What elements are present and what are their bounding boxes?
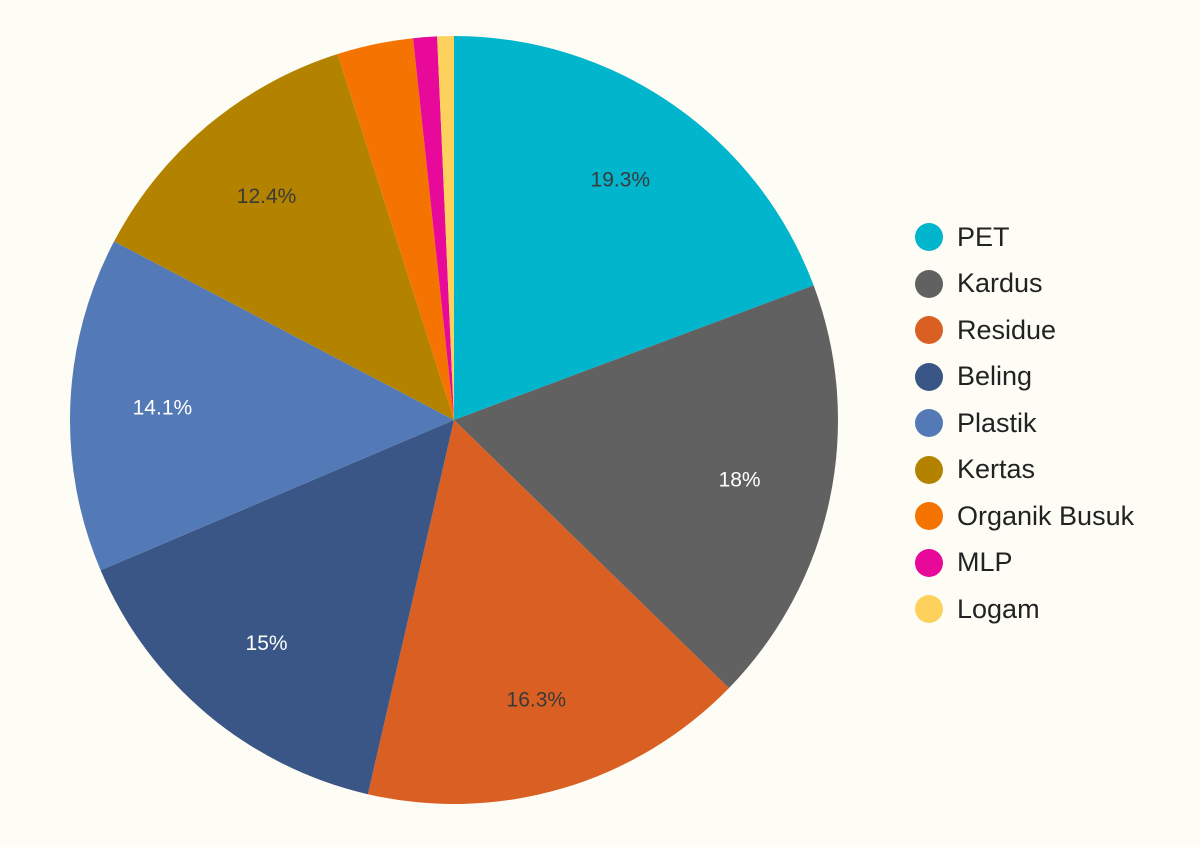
slice-data-label: 18% <box>719 469 761 492</box>
legend-label: MLP <box>957 547 1013 578</box>
legend-label: Kertas <box>957 454 1036 485</box>
legend-item: Plastik <box>915 400 1134 447</box>
pie-slice-kertas <box>114 54 455 420</box>
legend-item: Organik Busuk <box>915 493 1134 540</box>
legend-label: PET <box>957 221 1010 252</box>
pie-slice-logam <box>437 36 454 420</box>
legend-swatch <box>915 269 943 298</box>
legend-label: Organik Busuk <box>957 500 1135 531</box>
slice-data-label: 14.1% <box>133 397 193 420</box>
slice-data-label: 16.3% <box>507 688 567 711</box>
pie-slice-beling <box>100 420 454 795</box>
legend-swatch <box>915 502 943 531</box>
legend-swatch <box>915 316 943 345</box>
legend-item: Residue <box>915 307 1134 354</box>
legend-item: Kertas <box>915 447 1134 494</box>
legend-item: Logam <box>915 586 1134 633</box>
pie-slice-organik-busuk <box>337 38 454 420</box>
legend-item: MLP <box>915 540 1134 587</box>
slice-data-label: 15% <box>246 632 288 655</box>
pie-slice-kardus <box>454 285 838 689</box>
legend-label: Beling <box>957 361 1033 392</box>
legend-swatch <box>915 595 943 624</box>
legend-label: Kardus <box>957 268 1043 299</box>
legend-swatch <box>915 362 943 391</box>
pie-slice-mlp <box>413 36 454 421</box>
legend-swatch <box>915 548 943 577</box>
legend-swatch <box>915 223 943 252</box>
slice-data-label: 19.3% <box>591 169 651 192</box>
legend-swatch <box>915 409 943 438</box>
legend-item: PET <box>915 214 1134 261</box>
pie-slice-plastik <box>69 241 454 571</box>
pie-slice-residue <box>367 420 729 804</box>
legend: PET Kardus Residue Beling Plastik Kertas Organ… <box>915 214 1134 633</box>
legend-label: Logam <box>957 593 1040 624</box>
legend-item: Kardus <box>915 261 1134 308</box>
legend-item: Beling <box>915 354 1134 401</box>
slice-data-label: 12.4% <box>237 185 297 208</box>
legend-label: Plastik <box>957 407 1037 438</box>
pie-slice-pet <box>454 36 814 420</box>
legend-swatch <box>915 455 943 484</box>
legend-label: Residue <box>957 314 1057 345</box>
